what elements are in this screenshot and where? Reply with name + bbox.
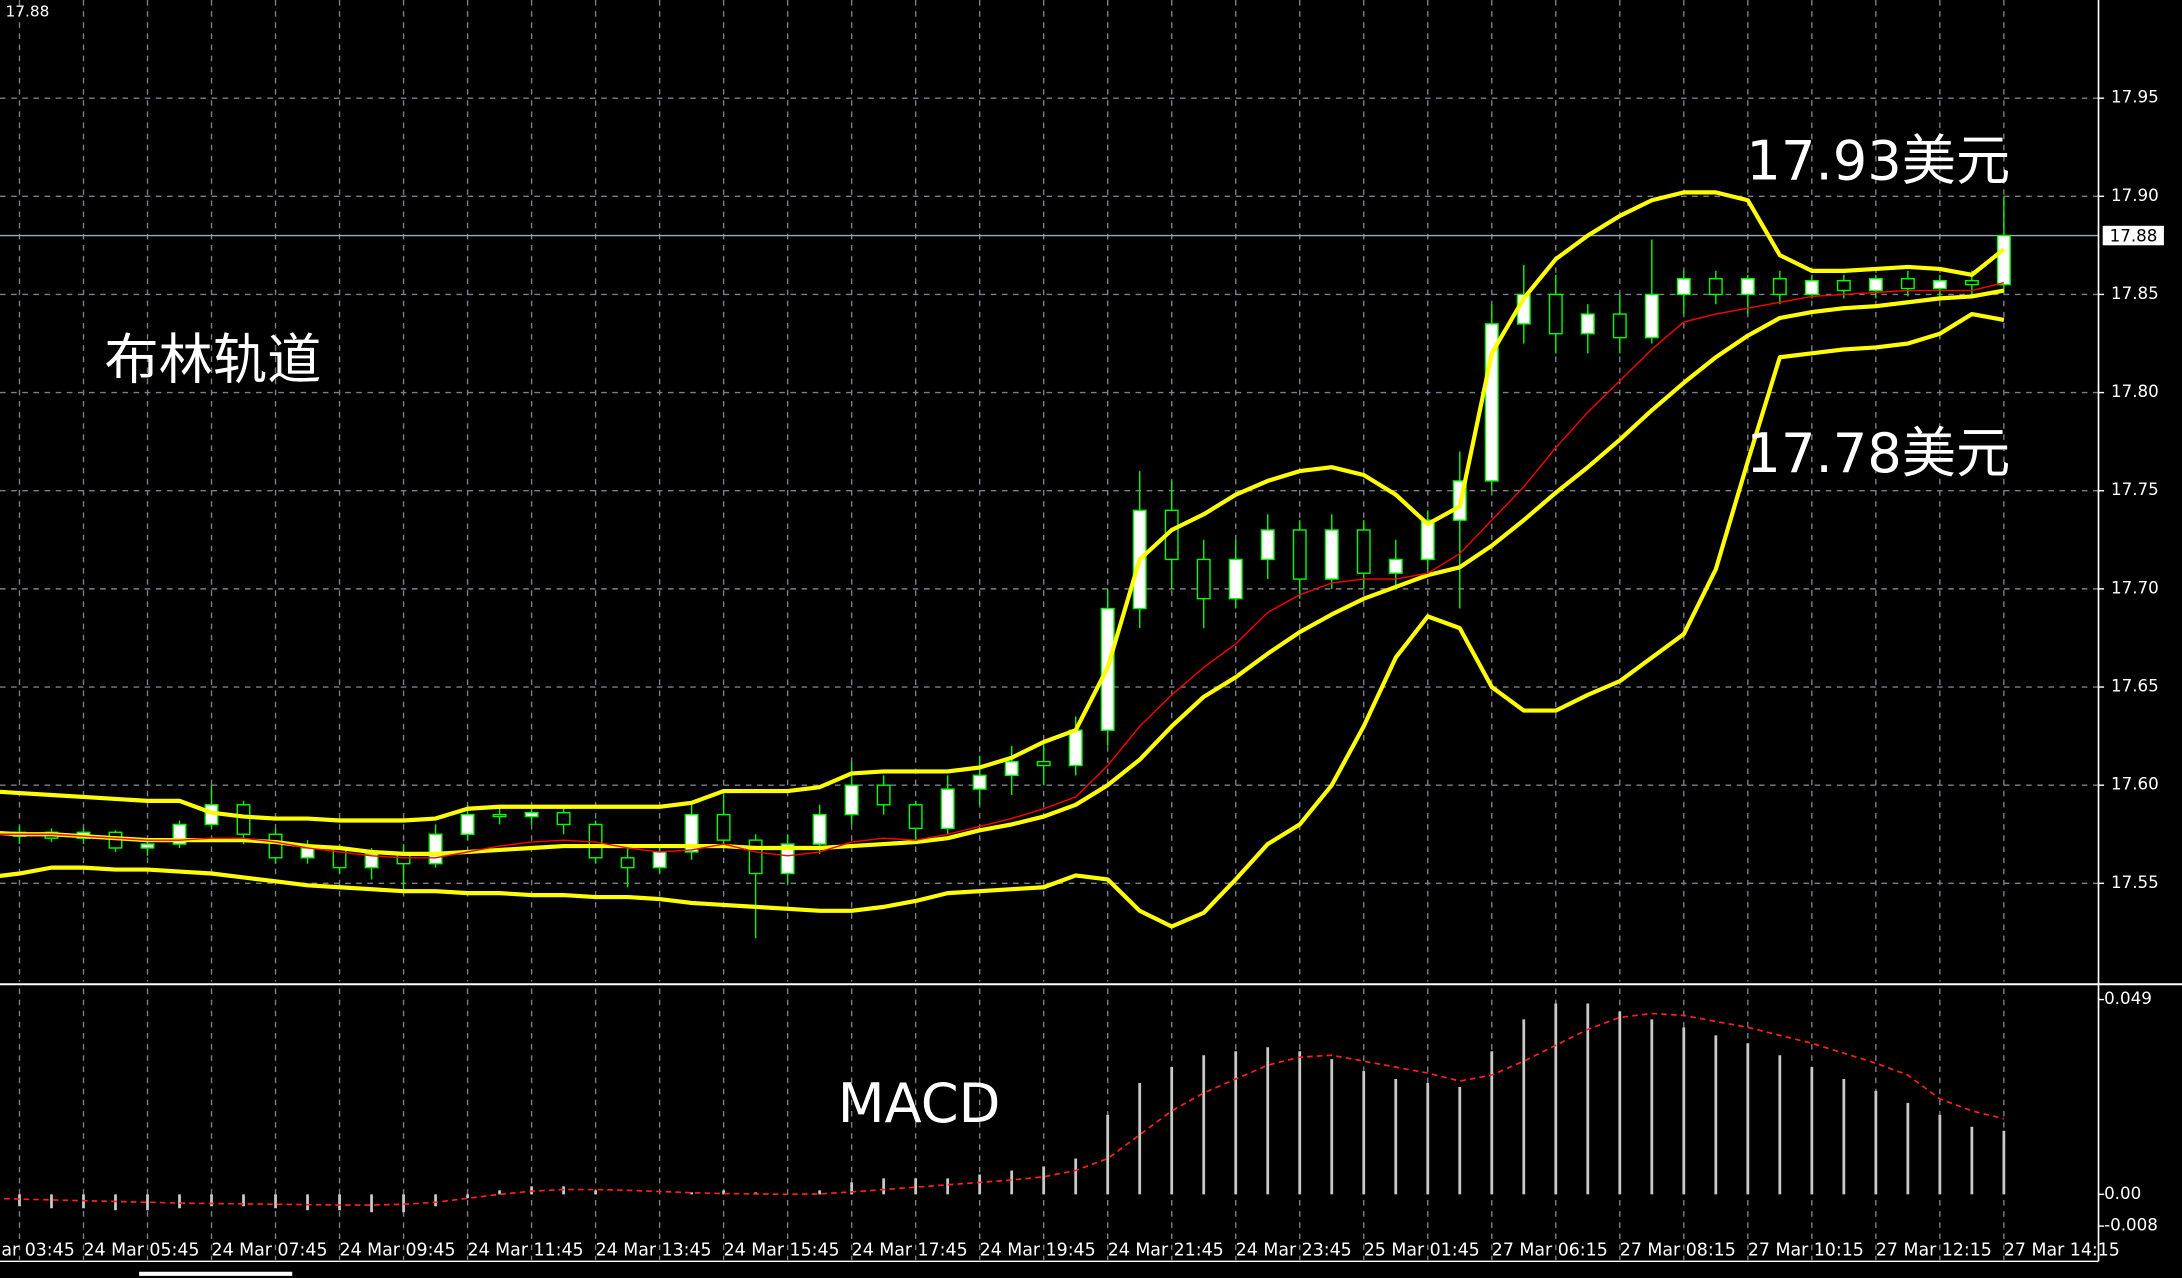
y-tick-label: 17.90 [2111, 185, 2159, 205]
candle-body [620, 857, 635, 869]
candle-body [1420, 519, 1435, 561]
y-tick-label: 0.00 [2104, 1183, 2141, 1203]
candle-body [652, 851, 667, 869]
candle-body [1036, 760, 1051, 767]
candle-body [1388, 558, 1403, 574]
candle-body [1612, 313, 1627, 339]
candle-body [972, 774, 987, 790]
x-tick-label: 24 Mar 15:45 [724, 1241, 840, 1261]
candle-body [748, 839, 763, 875]
x-tick-label: 24 Mar 13:45 [596, 1241, 712, 1261]
candle-body [844, 784, 859, 816]
candle-body [460, 813, 475, 835]
candle-body [780, 843, 795, 875]
candle-body [1004, 760, 1019, 777]
candle-body [812, 813, 827, 845]
x-tick-label: 27 Mar 12:15 [1876, 1241, 1992, 1261]
y-tick-label: 0.049 [2104, 988, 2152, 1008]
x-tick-label: 24 Mar 19:45 [980, 1241, 1096, 1261]
middle-band [0, 288, 2005, 856]
candle-body [1644, 293, 1659, 339]
current-price-label: 17.88 [2110, 225, 2158, 245]
annotation: 17.93美元 [1746, 130, 2010, 193]
candle-body [1836, 280, 1851, 292]
candle-body [876, 784, 891, 806]
y-tick-label: 17.65 [2111, 676, 2159, 696]
lower-band [0, 311, 2005, 929]
candle-body [908, 804, 923, 830]
candle-body [556, 811, 571, 826]
moving-average [0, 281, 2005, 859]
x-tick-label: 24 Mar 17:45 [852, 1241, 968, 1261]
candle-body [1932, 280, 1947, 290]
y-tick-label: 17.85 [2111, 283, 2159, 303]
candle-body [1964, 280, 1979, 286]
candle-body [684, 813, 699, 853]
y-tick-label: -0.008 [2104, 1215, 2158, 1235]
candle-body [1260, 529, 1275, 561]
candle-body [1068, 729, 1083, 767]
y-tick-label: 17.70 [2111, 577, 2159, 597]
x-tick-label: 24 Mar 23:45 [1236, 1241, 1352, 1261]
candle-body [588, 823, 603, 859]
x-tick-label: 24 Mar 05:45 [83, 1241, 199, 1261]
candle-body [492, 813, 507, 818]
candle-body [1900, 278, 1915, 290]
corner-price: 17.88 [6, 3, 50, 21]
candle-body [1740, 278, 1755, 296]
candle-body [236, 804, 251, 835]
labels: 17.55 17.60 17.65 17.70 17.75 17.80 17.85 17.90… [1, 87, 2164, 1261]
y-tick-label: 17.60 [2111, 774, 2159, 794]
x-tick-label: 24 Mar 07:45 [212, 1241, 328, 1261]
candle-body [1708, 278, 1723, 296]
candle-body [1868, 278, 1883, 292]
x-tick-label: 27 Mar 10:15 [1748, 1241, 1864, 1261]
candle-body [1676, 278, 1691, 296]
signal-line [0, 1012, 2005, 1206]
candle-body [1772, 278, 1787, 296]
y-tick-label: 17.95 [2111, 87, 2159, 107]
candle-body [300, 847, 315, 859]
candle-body [716, 813, 731, 841]
candle-body [1356, 529, 1371, 574]
y-tick-label: 17.55 [2111, 872, 2159, 892]
x-tick-label: 27 Mar 14:15 [2004, 1241, 2120, 1261]
annotation: 17.78美元 [1746, 422, 2010, 485]
candle-body [1804, 280, 1819, 296]
macd-panel [0, 1003, 2006, 1213]
candle-body [1324, 529, 1339, 580]
candle-body [1548, 293, 1563, 335]
upper-band [0, 190, 2006, 823]
candle-body [1292, 529, 1307, 580]
x-tick-label: 24 Mar 21:45 [1108, 1241, 1224, 1261]
candle-body [1228, 558, 1243, 600]
current-price-box [2102, 225, 2164, 246]
candle-body [1580, 313, 1595, 335]
candle-body [428, 833, 443, 865]
price-grid [0, 0, 2099, 982]
x-tick-label: 24 Mar 11:45 [468, 1241, 584, 1261]
candle-body [524, 811, 539, 818]
candle-body [1996, 234, 2011, 286]
candle-body [1196, 558, 1211, 600]
price-panel [0, 190, 2011, 939]
x-tick-label: 24 Mar 09:45 [340, 1241, 456, 1261]
x-tick-label: 25 Mar 01:45 [1364, 1241, 1480, 1261]
macd-label: MACD [838, 1072, 1001, 1135]
macd-grid [18, 988, 2005, 1260]
y-tick-label: 17.80 [2111, 381, 2159, 401]
candle-body [268, 833, 283, 859]
x-tick-label: 27 Mar 06:15 [1492, 1241, 1608, 1261]
annotation: 布林轨道 [104, 329, 321, 392]
candle-body [140, 843, 155, 849]
y-tick-label: 17.75 [2111, 479, 2159, 499]
x-tick-label: 27 Mar 08:15 [1620, 1241, 1736, 1261]
x-tick-label: ar 03:45 [1, 1241, 74, 1261]
candle-body [940, 788, 955, 830]
